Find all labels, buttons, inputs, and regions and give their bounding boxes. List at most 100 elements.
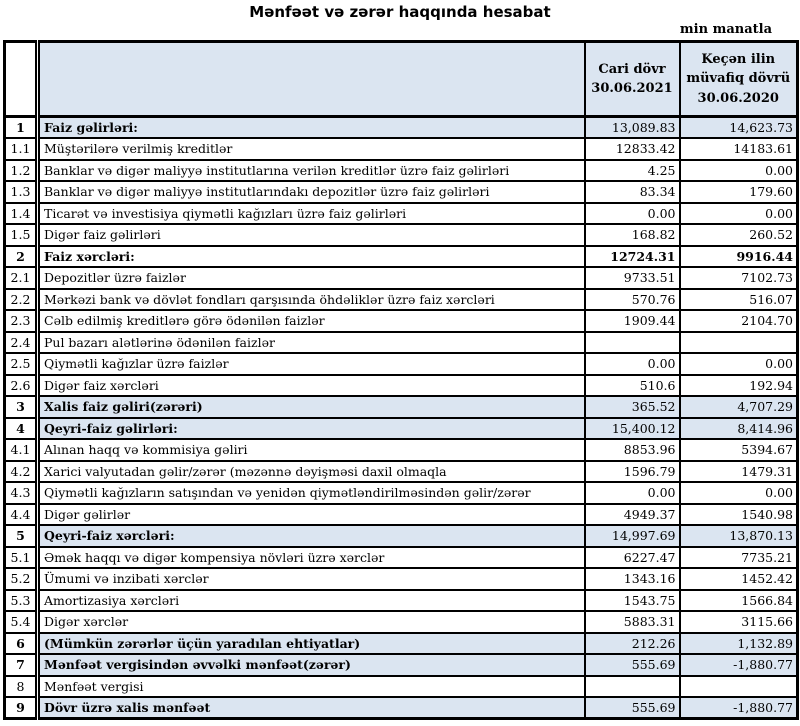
row-label: Ümumi və inzibati xərclər	[35, 567, 586, 591]
table-header-row: Cari dövr 30.06.2021 Keçən ilin müvafiq …	[3, 40, 799, 118]
table-row: 4.2 Xarici valyutadan gəlir/zərər (məzənn…	[3, 459, 799, 483]
table-row: 5.3 Amortizasiya xərcləri 1543.75 1566.84	[3, 588, 799, 612]
row-label: Banklar və digər maliyyə institutlarında…	[35, 180, 586, 204]
row-label: Banklar və digər maliyyə institutlarına …	[35, 158, 586, 182]
row-label: Digər faiz gəlirləri	[35, 223, 586, 247]
row-number: 1.2	[3, 158, 39, 182]
value-current: 15,400.12	[583, 416, 681, 440]
value-current: 365.52	[583, 395, 681, 419]
column-header-previous-line1: Keçən ilin	[701, 51, 776, 67]
row-label: Faiz xərcləri:	[35, 244, 586, 268]
row-label: Dövr üzrə xalis mənfəət	[35, 696, 586, 720]
row-label: Alınan haqq və kommisiya gəliri	[35, 438, 586, 462]
table-row: 1.1 Müştərilərə verilmiş kreditlər 12833.4…	[3, 137, 799, 161]
value-current	[583, 330, 681, 354]
table-row: 2.4 Pul bazarı alətlərinə ödənilən faizlə…	[3, 330, 799, 354]
value-previous: 1,132.89	[678, 631, 799, 655]
row-number: 2.3	[3, 309, 39, 333]
value-previous: 0.00	[678, 352, 799, 376]
column-header-number	[3, 40, 39, 118]
row-label: Xarici valyutadan gəlir/zərər (məzənnə d…	[35, 459, 586, 483]
value-previous	[678, 330, 799, 354]
row-number: 4.1	[3, 438, 39, 462]
row-number: 1.3	[3, 180, 39, 204]
row-number: 2	[3, 244, 39, 268]
table-row: 4.1 Alınan haqq və kommisiya gəliri 8853.9…	[3, 438, 799, 462]
table-row: 1.2 Banklar və digər maliyyə institutları…	[3, 158, 799, 182]
value-previous: 14,623.73	[678, 115, 799, 139]
value-previous: 260.52	[678, 223, 799, 247]
value-previous: 179.60	[678, 180, 799, 204]
row-number: 5.3	[3, 588, 39, 612]
page-title: Mənfəət və zərər haqqında hesabat	[249, 3, 551, 21]
value-current: 168.82	[583, 223, 681, 247]
table-row: 9 Dövr üzrə xalis mənfəət 555.69 -1,880.77	[3, 696, 799, 720]
value-current: 9733.51	[583, 266, 681, 290]
table-row: 6 (Mümkün zərərlər üçün yaradılan ehtiyat…	[3, 631, 799, 655]
table-row: 2.6 Digər faiz xərcləri 510.6 192.94	[3, 373, 799, 397]
column-header-current-line2: 30.06.2021	[591, 81, 673, 96]
value-current: 6227.47	[583, 545, 681, 569]
column-header-previous-period: Keçən ilin müvafiq dövrü 30.06.2020	[678, 40, 799, 118]
row-number: 2.2	[3, 287, 39, 311]
row-number: 1.4	[3, 201, 39, 225]
value-previous: 516.07	[678, 287, 799, 311]
value-current	[583, 674, 681, 698]
value-current: 8853.96	[583, 438, 681, 462]
value-current: 83.34	[583, 180, 681, 204]
value-current: 12724.31	[583, 244, 681, 268]
table-row: 4.3 Qiymətli kağızların satışından və yen…	[3, 481, 799, 505]
row-label: Depozitlər üzrə faizlər	[35, 266, 586, 290]
row-label: Qiymətli kağızlar üzrə faizlər	[35, 352, 586, 376]
column-header-previous-line3: 30.06.2020	[697, 90, 779, 106]
table-row: 5.2 Ümumi və inzibati xərclər 1343.16 1452.…	[3, 567, 799, 591]
value-previous: 9916.44	[678, 244, 799, 268]
row-label: Faiz gəlirləri:	[35, 115, 586, 139]
column-header-current-period: Cari dövr 30.06.2021	[583, 40, 681, 118]
value-previous: 0.00	[678, 481, 799, 505]
value-current: 4949.37	[583, 502, 681, 526]
table-row: 5.1 Əmək haqqı və digər kompensiya növlər…	[3, 545, 799, 569]
value-current: 1596.79	[583, 459, 681, 483]
value-current: 555.69	[583, 653, 681, 677]
value-current: 5883.31	[583, 610, 681, 634]
value-previous: 4,707.29	[678, 395, 799, 419]
value-current: 570.76	[583, 287, 681, 311]
row-label: Qeyri-faiz xərcləri:	[35, 524, 586, 548]
table-row: 4 Qeyri-faiz gəlirləri: 15,400.12 8,414.96	[3, 416, 799, 440]
value-previous: 3115.66	[678, 610, 799, 634]
value-previous: 13,870.13	[678, 524, 799, 548]
row-label: (Mümkün zərərlər üçün yaradılan ehtiyatl…	[35, 631, 586, 655]
row-number: 5.2	[3, 567, 39, 591]
table-row: 4.4 Digər gəlirlər 4949.37 1540.98	[3, 502, 799, 526]
row-number: 4.2	[3, 459, 39, 483]
value-current: 555.69	[583, 696, 681, 720]
row-number: 5.1	[3, 545, 39, 569]
pnl-table: Cari dövr 30.06.2021 Keçən ilin müvafiq …	[3, 40, 799, 720]
row-label: Qiymətli kağızların satışından və yenidə…	[35, 481, 586, 505]
table-row: 2.3 Cəlb edilmiş kreditlərə görə ödənilən…	[3, 309, 799, 333]
row-number: 4	[3, 416, 39, 440]
row-label: Digər xərclər	[35, 610, 586, 634]
row-number: 6	[3, 631, 39, 655]
row-number: 4.3	[3, 481, 39, 505]
value-current: 1909.44	[583, 309, 681, 333]
value-previous: 2104.70	[678, 309, 799, 333]
value-current: 4.25	[583, 158, 681, 182]
row-number: 5	[3, 524, 39, 548]
row-number: 4.4	[3, 502, 39, 526]
row-label: Mərkəzi bank və dövlət fondları qarşısın…	[35, 287, 586, 311]
value-previous: 192.94	[678, 373, 799, 397]
table-row: 7 Mənfəət vergisindən əvvəlki mənfəət(zər…	[3, 653, 799, 677]
row-label: Xalis faiz gəliri(zərəri)	[35, 395, 586, 419]
value-current: 13,089.83	[583, 115, 681, 139]
table-row: 1 Faiz gəlirləri: 13,089.83 14,623.73	[3, 115, 799, 139]
value-previous: 0.00	[678, 201, 799, 225]
value-current: 14,997.69	[583, 524, 681, 548]
table-row: 1.4 Ticarət və investisiya qiymətli kağız…	[3, 201, 799, 225]
row-number: 1	[3, 115, 39, 139]
table-row: 2.1 Depozitlər üzrə faizlər 9733.51 7102.73	[3, 266, 799, 290]
value-previous: 1566.84	[678, 588, 799, 612]
value-previous: -1,880.77	[678, 653, 799, 677]
